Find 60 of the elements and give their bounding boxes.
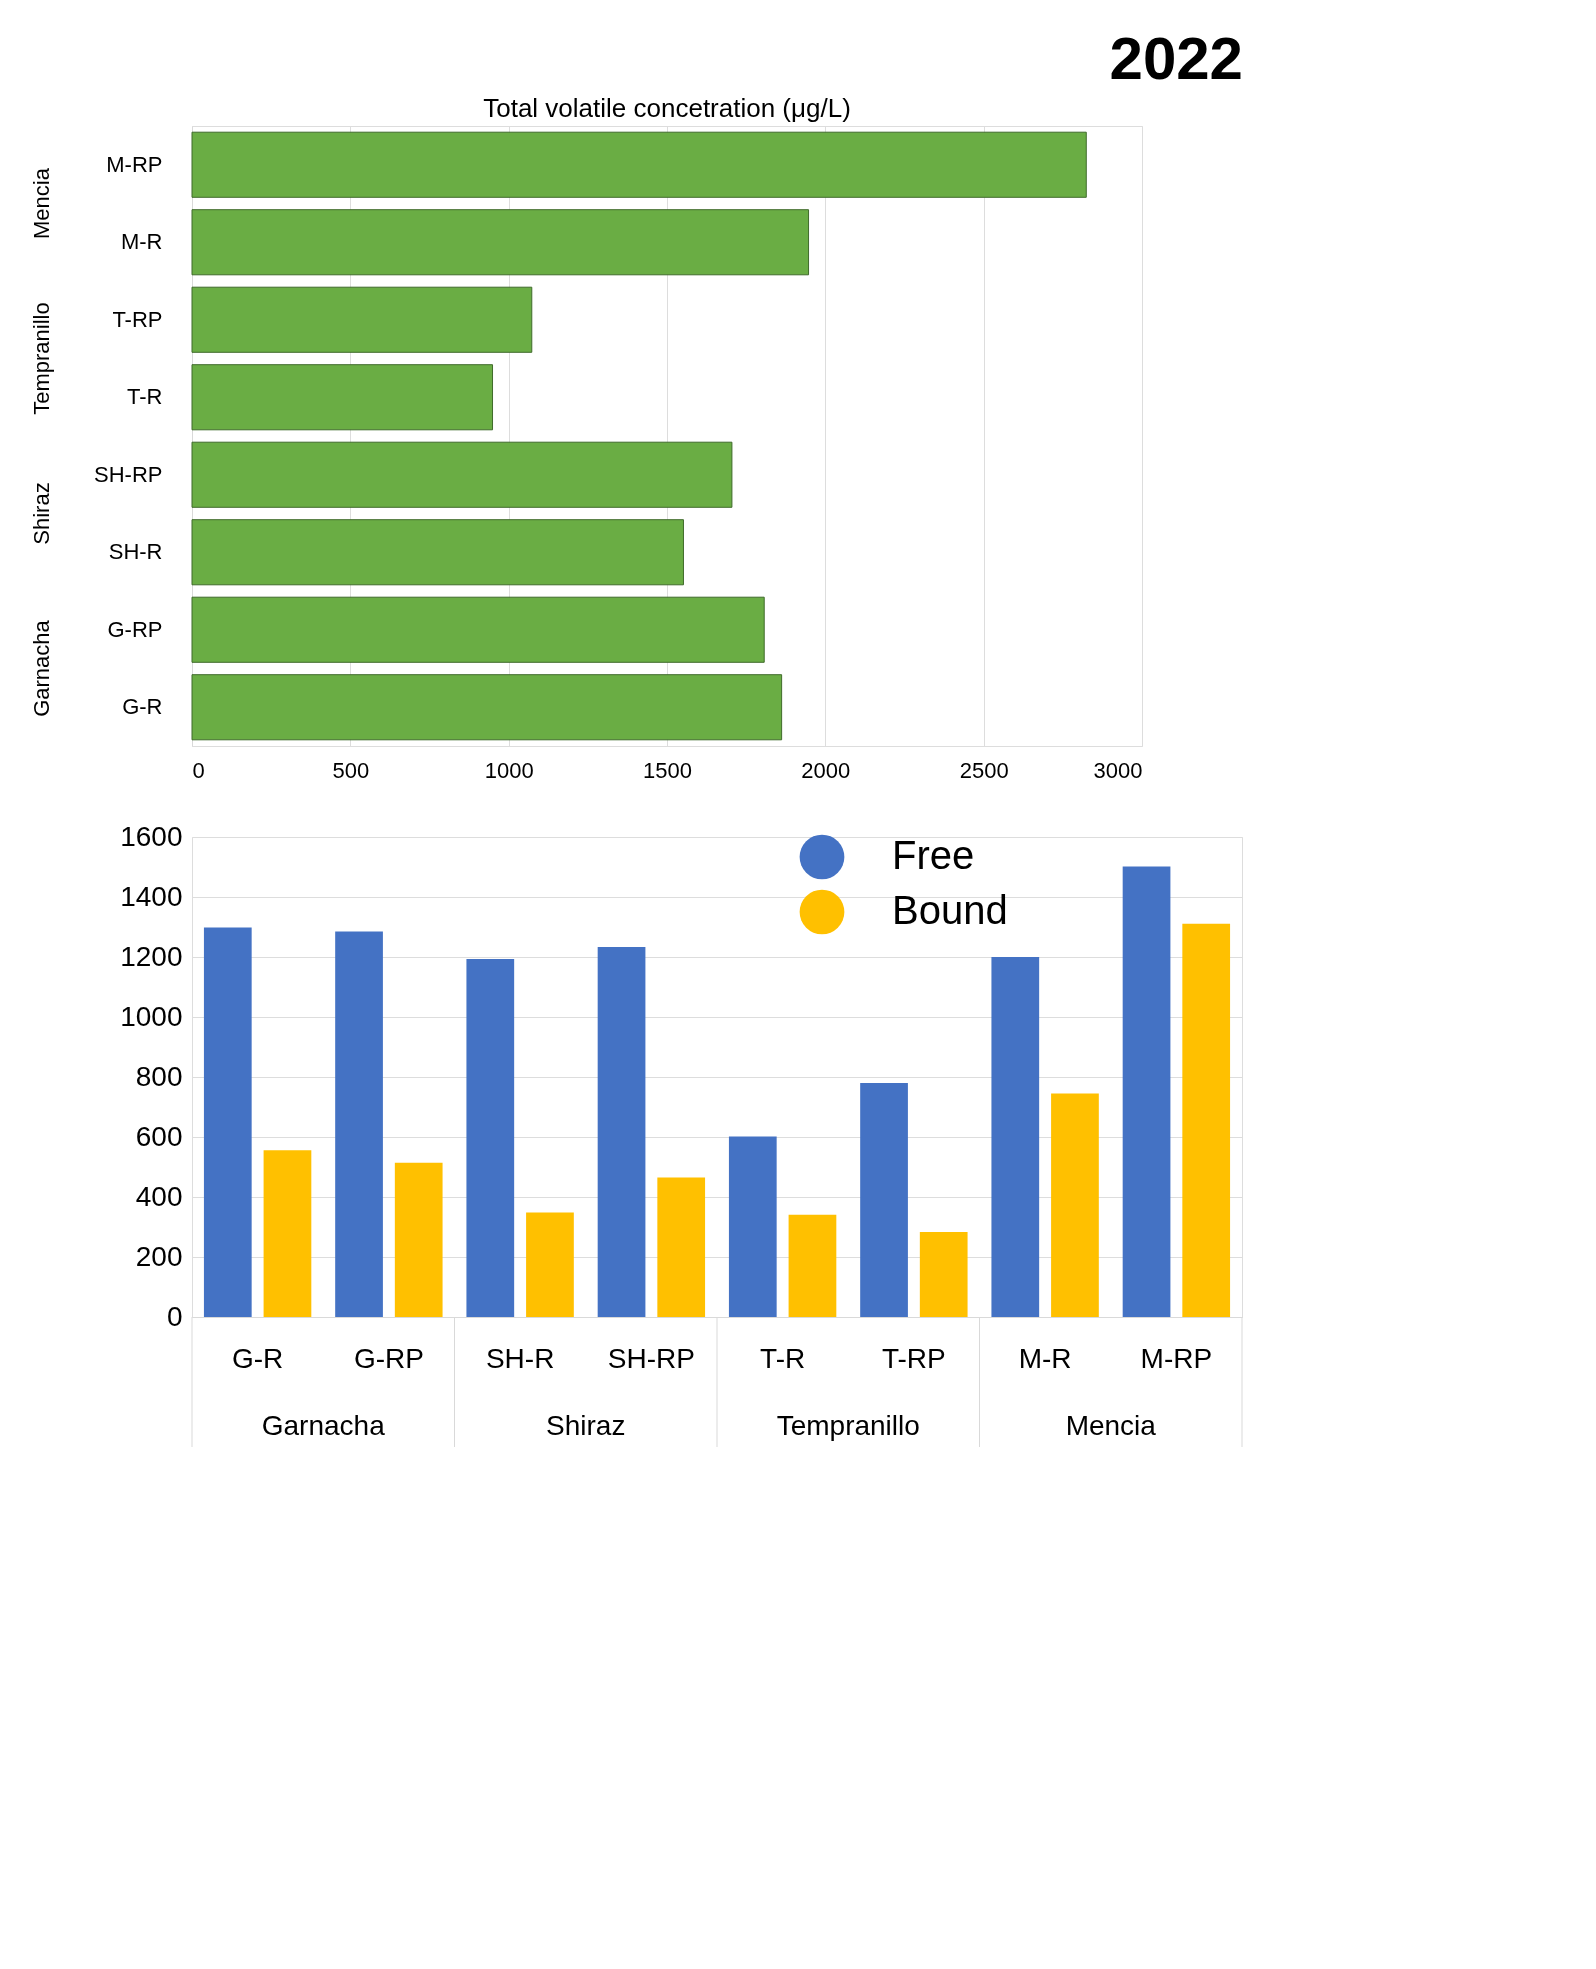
text: Garnacha (29, 619, 54, 717)
y-tick-label: 0 (166, 1300, 183, 1332)
text: Garnacha (261, 1410, 386, 1441)
bar (203, 927, 252, 1317)
chart-title: 2022 (1109, 24, 1243, 92)
text: Tempranillo (29, 302, 54, 415)
y-tick-label: SH-R (108, 539, 163, 565)
x-tick-label: M-R (1018, 1342, 1072, 1374)
bar (597, 947, 646, 1317)
y-tick-label: 600 (135, 1120, 183, 1152)
y-tick-label: M-R (120, 229, 163, 255)
chart-subtitle: Total volatile concetration (μg/L) (483, 93, 851, 123)
x-tick-label: 2500 (959, 757, 1009, 783)
x-tick-label: 1000 (484, 757, 534, 783)
bar (657, 1177, 706, 1317)
x-tick-label: 3000 (1093, 757, 1143, 783)
y-tick-label: 1000 (120, 1000, 183, 1032)
bar (263, 1150, 312, 1317)
x-tick-label: G-RP (353, 1342, 424, 1374)
bar (919, 1232, 968, 1317)
text: Shiraz (546, 1410, 626, 1441)
text: Mencia (29, 167, 54, 239)
x-tick-label: 1500 (643, 757, 692, 783)
y-tick-label: 800 (135, 1060, 183, 1092)
legend-label: Free (892, 833, 975, 877)
text: Mencia (1065, 1410, 1157, 1441)
x-tick-label: SH-RP (607, 1342, 695, 1374)
y-tick-label: 1600 (120, 820, 183, 852)
y-tick-label: 1400 (120, 880, 183, 912)
bar (526, 1212, 574, 1317)
bar (335, 931, 383, 1317)
y-tick-label: G-RP (107, 616, 163, 642)
x-tick-label: 500 (332, 757, 370, 783)
text: Shiraz (29, 482, 54, 545)
bar (466, 959, 515, 1317)
bar (1122, 866, 1171, 1317)
y-tick-label: 200 (135, 1240, 183, 1272)
y-tick-label: T-R (127, 384, 163, 410)
x-tick-label: T-R (760, 1342, 806, 1374)
bar (788, 1214, 837, 1317)
y-tick-label: 400 (135, 1180, 183, 1212)
bar (1051, 1093, 1099, 1317)
x-tick-label: 0 (192, 757, 205, 783)
x-tick-label: SH-R (485, 1342, 555, 1374)
y-tick-label: SH-RP (94, 461, 163, 487)
x-tick-label: G-R (231, 1342, 284, 1374)
x-tick-label: M-RP (1140, 1342, 1213, 1374)
bar (991, 957, 1040, 1317)
text: Tempranillo (776, 1410, 920, 1441)
bar (728, 1136, 777, 1317)
y-tick-label: T-RP (112, 306, 163, 332)
y-tick-label: 1200 (120, 940, 183, 972)
bar (860, 1083, 908, 1317)
bar (1182, 923, 1231, 1317)
bar (394, 1162, 443, 1317)
y-tick-label: M-RP (106, 151, 163, 177)
y-tick-label: G-R (122, 694, 163, 720)
x-tick-label: T-RP (881, 1342, 946, 1374)
legend-label: Bound (892, 888, 1008, 932)
x-tick-label: 2000 (801, 757, 851, 783)
